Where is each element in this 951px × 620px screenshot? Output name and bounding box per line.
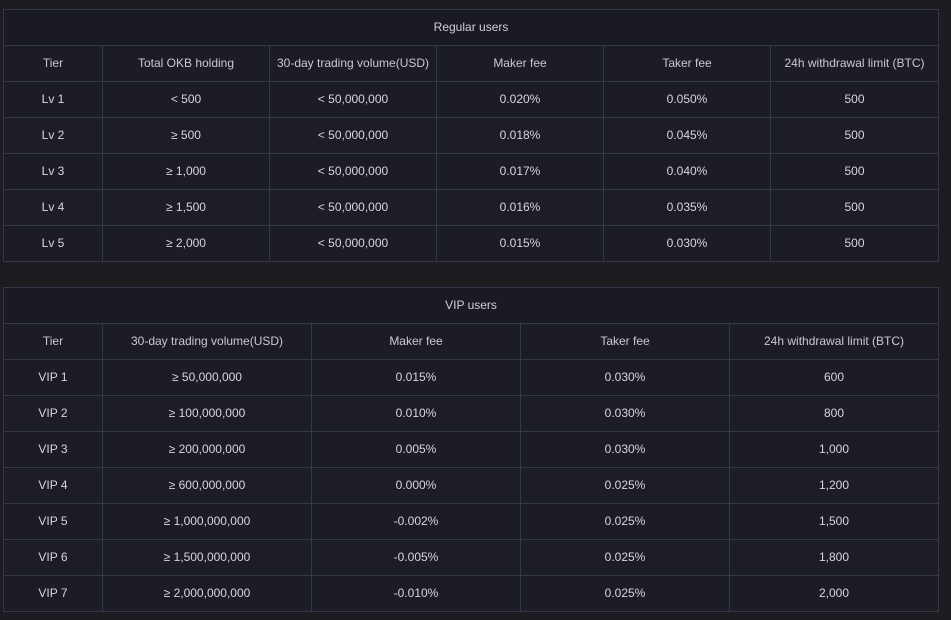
okb-holding-cell: < 500 [102,81,270,118]
maker-fee-cell: 0.000% [311,467,521,504]
trading-volume-cell: < 50,000,000 [269,81,437,118]
withdrawal-limit-cell: 800 [728,395,940,432]
trading-volume-cell: < 50,000,000 [269,153,437,190]
table-row: VIP 5 ≥ 1,000,000,000 -0.002% 0.025% 1,5… [3,503,940,540]
table-row: VIP 2 ≥ 100,000,000 0.010% 0.030% 800 [3,395,940,432]
trading-volume-cell: ≥ 2,000,000,000 [102,575,312,612]
maker-fee-cell: -0.002% [311,503,521,540]
withdrawal-limit-cell: 500 [769,81,940,118]
table-row: VIP 3 ≥ 200,000,000 0.005% 0.030% 1,000 [3,431,940,468]
taker-fee-cell: 0.040% [603,153,771,190]
tier-cell: VIP 6 [3,539,103,576]
taker-fee-cell: 0.025% [520,539,730,576]
withdrawal-limit-cell: 1,800 [728,539,940,576]
maker-fee-cell: 0.005% [311,431,521,468]
tier-cell: Lv 3 [3,153,103,190]
column-header-taker-fee: Taker fee [603,45,771,82]
taker-fee-cell: 0.035% [603,189,771,226]
column-header-maker-fee: Maker fee [436,45,604,82]
taker-fee-cell: 0.025% [520,575,730,612]
tier-cell: VIP 5 [3,503,103,540]
regular-users-title: Regular users [2,9,940,46]
withdrawal-limit-cell: 500 [769,117,940,154]
tier-cell: VIP 1 [3,359,103,396]
table-row: VIP 7 ≥ 2,000,000,000 -0.010% 0.025% 2,0… [3,575,940,612]
trading-volume-cell: ≥ 600,000,000 [102,467,312,504]
tier-cell: VIP 7 [3,575,103,612]
tier-cell: VIP 3 [3,431,103,468]
trading-volume-cell: < 50,000,000 [269,225,437,262]
regular-users-header-row: Tier Total OKB holding 30-day trading vo… [3,45,940,82]
taker-fee-cell: 0.045% [603,117,771,154]
vip-users-header-row: Tier 30-day trading volume(USD) Maker fe… [3,323,940,360]
trading-volume-cell: ≥ 200,000,000 [102,431,312,468]
vip-users-title: VIP users [2,287,940,324]
table-row: Lv 4 ≥ 1,500 < 50,000,000 0.016% 0.035% … [3,189,940,226]
table-row: VIP 6 ≥ 1,500,000,000 -0.005% 0.025% 1,8… [3,539,940,576]
taker-fee-cell: 0.025% [520,503,730,540]
tier-cell: VIP 4 [3,467,103,504]
maker-fee-cell: 0.018% [436,117,604,154]
maker-fee-cell: 0.017% [436,153,604,190]
withdrawal-limit-cell: 500 [769,153,940,190]
tier-cell: Lv 2 [3,117,103,154]
trading-volume-cell: < 50,000,000 [269,117,437,154]
maker-fee-cell: 0.020% [436,81,604,118]
withdrawal-limit-cell: 2,000 [728,575,940,612]
vip-users-table: VIP users Tier 30-day trading volume(USD… [2,287,940,612]
table-row: Lv 2 ≥ 500 < 50,000,000 0.018% 0.045% 50… [3,117,940,154]
table-row: Lv 3 ≥ 1,000 < 50,000,000 0.017% 0.040% … [3,153,940,190]
maker-fee-cell: 0.015% [436,225,604,262]
taker-fee-cell: 0.030% [603,225,771,262]
column-header-trading-volume: 30-day trading volume(USD) [102,323,312,360]
table-row: Lv 1 < 500 < 50,000,000 0.020% 0.050% 50… [3,81,940,118]
regular-users-table-section: Regular users Tier Total OKB holding 30-… [2,9,940,262]
withdrawal-limit-cell: 1,500 [728,503,940,540]
column-header-okb-holding: Total OKB holding [102,45,270,82]
trading-volume-cell: ≥ 1,500,000,000 [102,539,312,576]
maker-fee-cell: -0.005% [311,539,521,576]
okb-holding-cell: ≥ 1,500 [102,189,270,226]
maker-fee-cell: 0.015% [311,359,521,396]
taker-fee-cell: 0.030% [520,431,730,468]
column-header-tier: Tier [3,45,103,82]
withdrawal-limit-cell: 500 [769,225,940,262]
taker-fee-cell: 0.030% [520,359,730,396]
column-header-taker-fee: Taker fee [520,323,730,360]
okb-holding-cell: ≥ 1,000 [102,153,270,190]
okb-holding-cell: ≥ 2,000 [102,225,270,262]
table-row: VIP 1 ≥ 50,000,000 0.015% 0.030% 600 [3,359,940,396]
okb-holding-cell: ≥ 500 [102,117,270,154]
tier-cell: VIP 2 [3,395,103,432]
withdrawal-limit-cell: 1,000 [728,431,940,468]
column-header-trading-volume: 30-day trading volume(USD) [269,45,437,82]
column-header-tier: Tier [3,323,103,360]
maker-fee-cell: -0.010% [311,575,521,612]
trading-volume-cell: < 50,000,000 [269,189,437,226]
trading-volume-cell: ≥ 50,000,000 [102,359,312,396]
maker-fee-cell: 0.016% [436,189,604,226]
column-header-withdrawal-limit: 24h withdrawal limit (BTC) [728,323,940,360]
trading-volume-cell: ≥ 1,000,000,000 [102,503,312,540]
column-header-maker-fee: Maker fee [311,323,521,360]
withdrawal-limit-cell: 600 [728,359,940,396]
trading-volume-cell: ≥ 100,000,000 [102,395,312,432]
table-row: Lv 5 ≥ 2,000 < 50,000,000 0.015% 0.030% … [3,225,940,262]
regular-users-table: Regular users Tier Total OKB holding 30-… [2,9,940,262]
vip-users-table-section: VIP users Tier 30-day trading volume(USD… [2,287,940,612]
tier-cell: Lv 4 [3,189,103,226]
withdrawal-limit-cell: 500 [769,189,940,226]
tier-cell: Lv 5 [3,225,103,262]
maker-fee-cell: 0.010% [311,395,521,432]
tier-cell: Lv 1 [3,81,103,118]
withdrawal-limit-cell: 1,200 [728,467,940,504]
taker-fee-cell: 0.025% [520,467,730,504]
table-row: VIP 4 ≥ 600,000,000 0.000% 0.025% 1,200 [3,467,940,504]
taker-fee-cell: 0.030% [520,395,730,432]
taker-fee-cell: 0.050% [603,81,771,118]
column-header-withdrawal-limit: 24h withdrawal limit (BTC) [769,45,940,82]
